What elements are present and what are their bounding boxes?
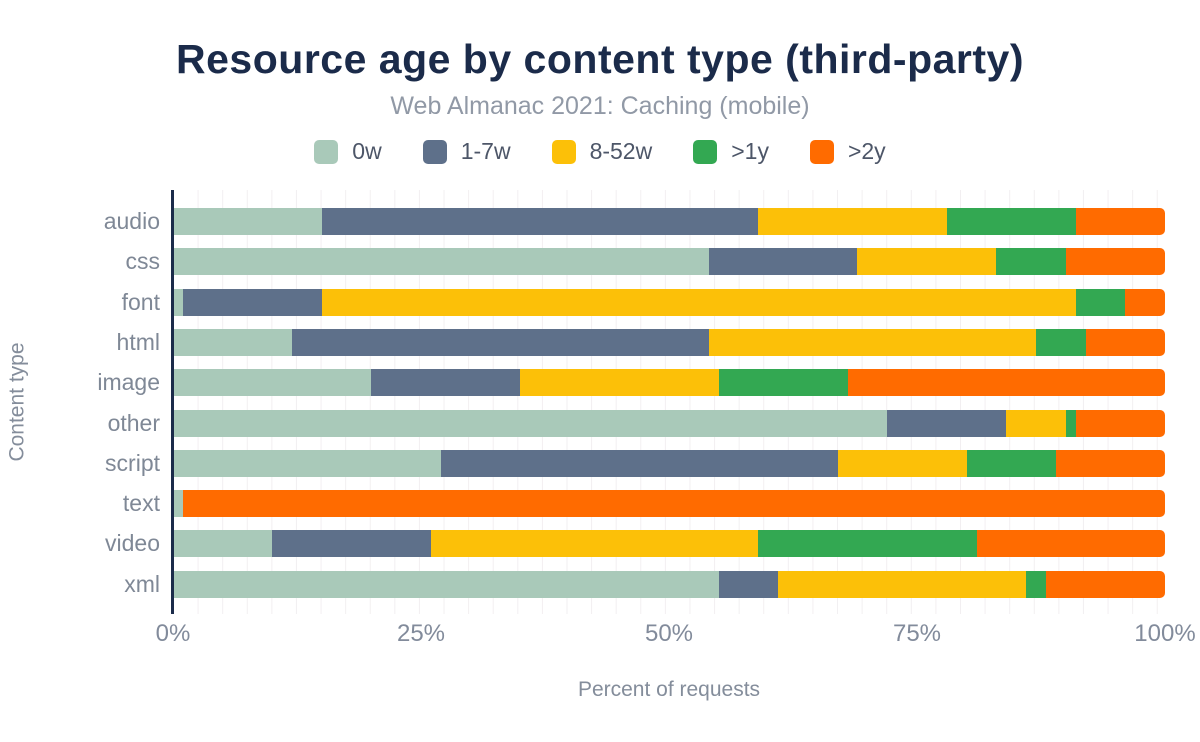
bar-segment <box>966 449 1056 477</box>
bar-segment <box>173 449 441 477</box>
bar-row-other <box>173 409 1165 437</box>
legend-swatch-icon <box>809 139 834 164</box>
bar-segment <box>321 288 1076 316</box>
bar-segment <box>182 288 322 316</box>
legend-item: 0w <box>314 138 382 165</box>
y-axis-label: text <box>122 490 160 517</box>
bar-row-image <box>173 369 1165 397</box>
bar-segment <box>173 369 372 397</box>
bar-row-html <box>173 328 1165 356</box>
bar-segment <box>1085 328 1165 356</box>
bar-segment <box>758 208 947 235</box>
legend-swatch-icon <box>314 139 339 164</box>
bar-segment <box>1055 449 1165 477</box>
x-axis-tick: 75% <box>892 620 942 647</box>
bar-segment <box>758 530 977 558</box>
bar-segment <box>1065 248 1165 276</box>
y-axis-label: html <box>116 328 160 355</box>
legend: 0w 1-7w 8-52w >1y >2y <box>0 138 1200 165</box>
y-axis-label: image <box>97 369 160 396</box>
bar-segment <box>173 248 709 276</box>
x-axis-tick: 25% <box>396 620 446 647</box>
bar-segment <box>708 328 1037 356</box>
legend-item: >2y <box>809 138 886 165</box>
bar-segment <box>847 369 1165 397</box>
bar-segment <box>272 530 431 558</box>
bar-segment <box>371 369 521 397</box>
bar-segment <box>778 570 1027 598</box>
legend-label: >1y <box>731 138 769 164</box>
bar-segment <box>857 248 997 276</box>
y-axis-label: xml <box>124 570 160 597</box>
chart-subtitle: Web Almanac 2021: Caching (mobile) <box>390 92 810 120</box>
bar-segment <box>173 208 322 235</box>
x-axis-tick: 50% <box>644 620 694 647</box>
bar-segment <box>520 369 719 397</box>
bar-segment <box>1075 409 1165 437</box>
bar-row-css <box>173 248 1165 276</box>
bar-segment <box>430 530 759 558</box>
legend-item: 8-52w <box>551 138 653 165</box>
bar-segment <box>321 208 759 235</box>
bar-segment <box>182 490 1165 518</box>
x-axis-ticks: 0% 25% 50% 75% 100% <box>156 620 1196 650</box>
y-axis-label: other <box>107 409 160 436</box>
y-axis-label: css <box>125 248 161 275</box>
legend-label: 8-52w <box>589 138 653 164</box>
bar-segment <box>1006 409 1066 437</box>
bar-segment <box>708 248 858 276</box>
bar-segment <box>173 570 719 598</box>
bar-segment <box>1075 208 1165 235</box>
x-axis-tick: 0% <box>155 620 191 647</box>
bar-segment <box>1075 288 1126 316</box>
bar-segment <box>173 409 888 437</box>
bar-segment <box>718 369 848 397</box>
legend-label: 1-7w <box>460 138 511 164</box>
bar-segment <box>1045 570 1165 598</box>
y-axis-label: font <box>121 288 160 315</box>
y-axis-labels: audio css font html image other script text vide… <box>0 190 160 614</box>
y-axis-label: video <box>105 530 160 557</box>
legend-swatch-icon <box>693 139 718 164</box>
bar-segment <box>976 530 1165 558</box>
bar-segment <box>173 288 183 316</box>
bar-segment <box>837 449 967 477</box>
legend-label: 0w <box>352 138 382 164</box>
x-axis-tick: 100% <box>1134 620 1196 647</box>
bar-segment <box>173 530 273 558</box>
x-axis-title: Percent of requests <box>577 678 761 701</box>
bar-segment <box>173 328 293 356</box>
y-axis-label: script <box>105 449 160 476</box>
legend-swatch-icon <box>551 139 576 164</box>
plot-area <box>173 190 1165 614</box>
bar-row-xml <box>173 570 1165 598</box>
bar-row-video <box>173 530 1165 558</box>
legend-swatch-icon <box>422 139 447 164</box>
bar-row-font <box>173 288 1165 316</box>
bar-row-audio <box>173 208 1165 235</box>
bar-segment <box>440 449 838 477</box>
bar-segment <box>173 490 183 518</box>
y-axis-line <box>171 190 174 614</box>
bar-row-script <box>173 449 1165 477</box>
bar-segment <box>996 248 1066 276</box>
chart-title: Resource age by content type (third-part… <box>176 36 1024 82</box>
bar-segment <box>292 328 709 356</box>
legend-item: 1-7w <box>422 138 511 165</box>
y-axis-label: audio <box>103 208 160 234</box>
bar-segment <box>1026 570 1046 598</box>
bar-segment <box>887 409 1007 437</box>
bar-segment <box>1036 328 1086 356</box>
legend-item: >1y <box>693 138 769 165</box>
legend-label: >2y <box>847 138 886 164</box>
bar-segment <box>1125 288 1165 316</box>
bar-segment <box>946 208 1076 235</box>
bar-segment <box>718 570 779 598</box>
bar-row-text <box>173 490 1165 518</box>
bar-segment <box>1065 409 1076 437</box>
